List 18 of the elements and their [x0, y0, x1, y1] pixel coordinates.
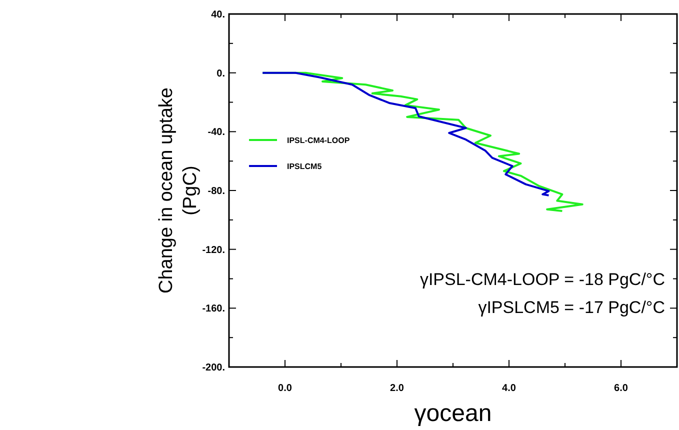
y-tick-label: -40. — [208, 127, 226, 138]
y-tick-label: -200. — [202, 362, 226, 374]
y-tick-label: -160. — [202, 304, 226, 315]
x-tick-label: 2.0 — [390, 383, 404, 394]
line-series — [262, 72, 550, 196]
y-tick-label: -80. — [208, 186, 226, 197]
y-axis-title: Change in ocean uptake (PgC) — [156, 88, 201, 294]
legend-label: IPSLCM5 — [287, 162, 322, 171]
x-tick-label: 4.0 — [502, 383, 516, 394]
x-tick-label: 0.0 — [278, 383, 292, 394]
y-tick-label: -120. — [202, 244, 226, 256]
y-tick-label: 0. — [216, 68, 226, 80]
y-tick-label: 40. — [211, 10, 226, 20]
x-tick-label: 6.0 — [614, 383, 628, 394]
x-axis-title: γocean — [414, 400, 492, 427]
annotation: γIPSLCM5 = -17 PgC/°C — [478, 298, 665, 317]
legend-label: IPSL-CM4-LOOP — [287, 136, 350, 145]
annotation: γIPSL-CM4-LOOP = -18 PgC/°C — [420, 270, 665, 289]
